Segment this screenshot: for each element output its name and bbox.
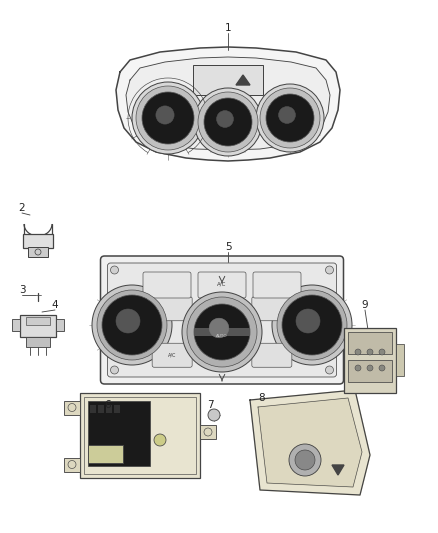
Circle shape <box>289 444 321 476</box>
Circle shape <box>198 92 258 152</box>
Text: 7: 7 <box>207 400 213 410</box>
Bar <box>23 234 53 248</box>
Text: 9: 9 <box>362 300 368 310</box>
Bar <box>56 319 64 331</box>
Polygon shape <box>332 465 344 475</box>
Polygon shape <box>258 398 362 487</box>
Bar <box>348 359 392 382</box>
Bar <box>80 392 200 478</box>
Text: 5: 5 <box>225 242 231 252</box>
Text: 6: 6 <box>105 400 111 410</box>
FancyBboxPatch shape <box>152 297 192 321</box>
Circle shape <box>92 285 172 365</box>
Circle shape <box>272 285 352 365</box>
Bar <box>90 405 96 413</box>
Circle shape <box>110 366 119 374</box>
Circle shape <box>217 111 233 127</box>
Circle shape <box>194 304 250 360</box>
Bar <box>344 327 396 392</box>
Text: 2: 2 <box>19 203 25 213</box>
Circle shape <box>379 365 385 371</box>
Bar <box>98 405 104 413</box>
Text: A/C: A/C <box>168 353 177 358</box>
Polygon shape <box>250 390 370 495</box>
Circle shape <box>182 292 262 372</box>
Text: 8: 8 <box>259 393 265 403</box>
Circle shape <box>209 318 229 338</box>
Circle shape <box>296 309 320 333</box>
FancyBboxPatch shape <box>198 272 246 298</box>
Bar <box>64 457 80 472</box>
Circle shape <box>204 98 252 146</box>
Bar <box>348 332 392 353</box>
Circle shape <box>208 409 220 421</box>
Bar <box>64 400 80 415</box>
FancyBboxPatch shape <box>152 343 192 367</box>
FancyBboxPatch shape <box>253 272 301 298</box>
Bar <box>12 319 20 331</box>
Circle shape <box>260 88 320 148</box>
Bar <box>84 397 196 473</box>
Text: 1: 1 <box>225 23 231 33</box>
Circle shape <box>325 266 333 274</box>
Text: AUTO: AUTO <box>216 334 228 338</box>
Bar <box>114 405 120 413</box>
Bar <box>26 337 50 347</box>
Circle shape <box>355 349 361 355</box>
FancyBboxPatch shape <box>100 256 343 384</box>
Circle shape <box>277 290 347 360</box>
Bar <box>28 247 48 257</box>
Polygon shape <box>126 57 330 150</box>
Polygon shape <box>236 75 250 85</box>
Circle shape <box>142 92 194 144</box>
Bar <box>88 400 150 465</box>
Circle shape <box>282 295 342 355</box>
FancyBboxPatch shape <box>252 343 292 367</box>
Circle shape <box>110 266 119 274</box>
Bar <box>88 445 123 463</box>
Polygon shape <box>116 47 340 161</box>
FancyBboxPatch shape <box>252 297 292 321</box>
Bar <box>396 344 404 376</box>
Circle shape <box>136 86 200 150</box>
Circle shape <box>132 82 204 154</box>
Circle shape <box>379 349 385 355</box>
FancyBboxPatch shape <box>107 263 336 377</box>
Circle shape <box>102 295 162 355</box>
Text: 3: 3 <box>19 285 25 295</box>
Circle shape <box>367 365 373 371</box>
Bar <box>194 328 250 336</box>
Circle shape <box>116 309 140 333</box>
Bar <box>20 315 56 337</box>
Circle shape <box>187 297 257 367</box>
Text: 4: 4 <box>52 300 58 310</box>
Bar <box>193 65 263 95</box>
Bar <box>106 405 112 413</box>
Circle shape <box>367 349 373 355</box>
Text: A/C: A/C <box>217 281 227 287</box>
FancyBboxPatch shape <box>143 272 191 298</box>
Circle shape <box>295 450 315 470</box>
Bar <box>200 425 216 439</box>
Circle shape <box>325 366 333 374</box>
Circle shape <box>156 106 174 124</box>
Circle shape <box>256 84 324 152</box>
Circle shape <box>194 88 262 156</box>
Circle shape <box>266 94 314 142</box>
Circle shape <box>97 290 167 360</box>
Circle shape <box>355 365 361 371</box>
Bar <box>26 317 50 325</box>
Circle shape <box>279 107 295 124</box>
Circle shape <box>154 434 166 446</box>
